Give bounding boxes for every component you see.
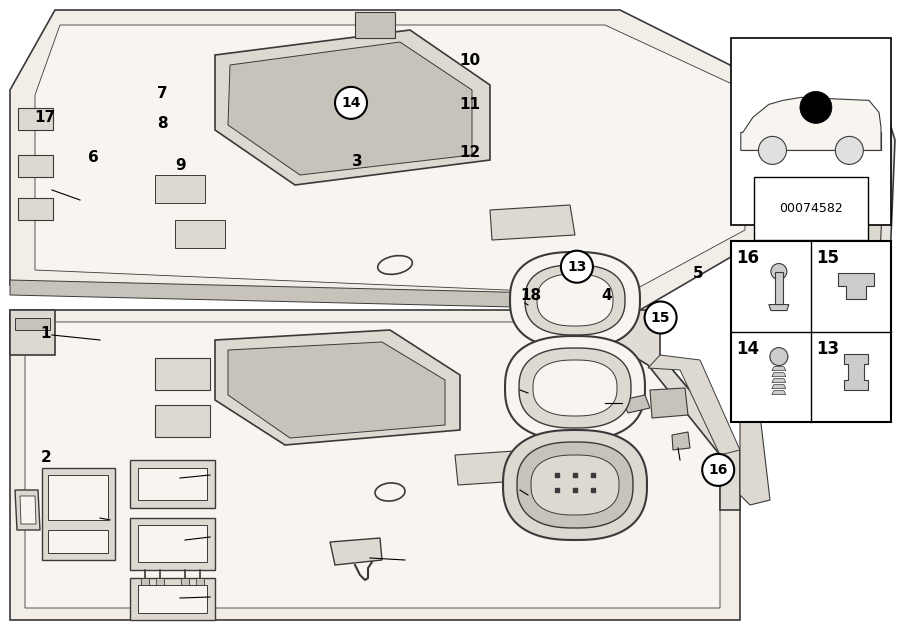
Polygon shape — [772, 373, 786, 377]
Polygon shape — [35, 25, 745, 295]
Polygon shape — [740, 415, 770, 505]
Text: 18: 18 — [521, 288, 542, 303]
Polygon shape — [772, 385, 786, 389]
Text: 4: 4 — [601, 288, 612, 303]
Polygon shape — [215, 330, 460, 445]
Polygon shape — [138, 468, 207, 500]
Polygon shape — [648, 355, 740, 455]
Circle shape — [561, 251, 593, 283]
Polygon shape — [10, 310, 55, 355]
Polygon shape — [517, 442, 633, 528]
Text: 3: 3 — [352, 154, 363, 170]
Polygon shape — [196, 578, 204, 585]
Polygon shape — [130, 578, 215, 620]
Polygon shape — [175, 220, 225, 248]
Polygon shape — [505, 336, 645, 440]
Circle shape — [771, 264, 787, 279]
Polygon shape — [48, 530, 108, 553]
Text: 1: 1 — [40, 326, 51, 341]
Circle shape — [702, 454, 734, 486]
Polygon shape — [42, 468, 115, 560]
Text: 13: 13 — [816, 340, 839, 358]
Polygon shape — [228, 342, 445, 438]
Polygon shape — [531, 455, 619, 515]
Text: 12: 12 — [459, 145, 481, 160]
Polygon shape — [533, 360, 617, 416]
Polygon shape — [622, 395, 650, 413]
Polygon shape — [769, 305, 789, 311]
Polygon shape — [775, 272, 783, 305]
Polygon shape — [844, 354, 868, 390]
Circle shape — [335, 87, 367, 119]
Polygon shape — [330, 538, 382, 565]
Polygon shape — [510, 252, 640, 348]
Polygon shape — [25, 322, 720, 608]
Text: 5: 5 — [693, 265, 704, 281]
Polygon shape — [10, 310, 740, 620]
Polygon shape — [155, 358, 210, 390]
Polygon shape — [20, 496, 36, 524]
Text: 14: 14 — [341, 96, 361, 110]
Circle shape — [644, 302, 677, 333]
Polygon shape — [490, 205, 575, 240]
Polygon shape — [156, 578, 164, 585]
Polygon shape — [15, 318, 50, 330]
Polygon shape — [838, 273, 874, 299]
Polygon shape — [155, 405, 210, 437]
Polygon shape — [772, 391, 786, 394]
Text: 00074582: 00074582 — [779, 203, 842, 215]
Text: 2: 2 — [40, 450, 51, 465]
Text: 17: 17 — [34, 110, 55, 125]
Polygon shape — [741, 97, 881, 150]
Polygon shape — [650, 388, 688, 418]
Polygon shape — [672, 432, 690, 450]
Polygon shape — [762, 70, 885, 255]
Polygon shape — [741, 132, 881, 150]
Polygon shape — [772, 366, 786, 371]
Circle shape — [759, 137, 787, 164]
Polygon shape — [590, 310, 740, 510]
Polygon shape — [525, 265, 625, 335]
Polygon shape — [138, 525, 207, 562]
Text: 8: 8 — [158, 116, 168, 131]
Text: 13: 13 — [567, 260, 587, 274]
Polygon shape — [10, 10, 760, 310]
Circle shape — [835, 137, 863, 164]
Text: 14: 14 — [736, 340, 759, 358]
Polygon shape — [18, 198, 53, 220]
Polygon shape — [138, 585, 207, 613]
Polygon shape — [537, 274, 613, 326]
Text: 11: 11 — [459, 97, 480, 112]
Bar — [731, 38, 891, 225]
Polygon shape — [228, 42, 472, 175]
Text: 7: 7 — [158, 86, 168, 102]
Text: 10: 10 — [459, 53, 480, 68]
Polygon shape — [155, 175, 205, 203]
Polygon shape — [10, 280, 640, 310]
Circle shape — [800, 91, 832, 123]
Polygon shape — [18, 108, 53, 130]
Text: 16: 16 — [736, 250, 759, 267]
Polygon shape — [455, 450, 535, 485]
Text: 15: 15 — [816, 250, 839, 267]
Polygon shape — [355, 12, 395, 38]
Polygon shape — [141, 578, 149, 585]
Text: 6: 6 — [88, 150, 99, 165]
Polygon shape — [15, 490, 40, 530]
Polygon shape — [18, 155, 53, 177]
Polygon shape — [48, 475, 108, 520]
Polygon shape — [130, 460, 215, 508]
Text: 16: 16 — [708, 463, 728, 477]
Polygon shape — [181, 578, 189, 585]
Bar — [731, 241, 891, 422]
Circle shape — [770, 347, 788, 366]
Polygon shape — [130, 518, 215, 570]
Polygon shape — [760, 60, 895, 260]
Polygon shape — [519, 348, 631, 428]
Text: 15: 15 — [651, 311, 670, 324]
Polygon shape — [503, 430, 647, 540]
Polygon shape — [772, 378, 786, 383]
Polygon shape — [215, 30, 490, 185]
Text: 9: 9 — [176, 157, 186, 173]
